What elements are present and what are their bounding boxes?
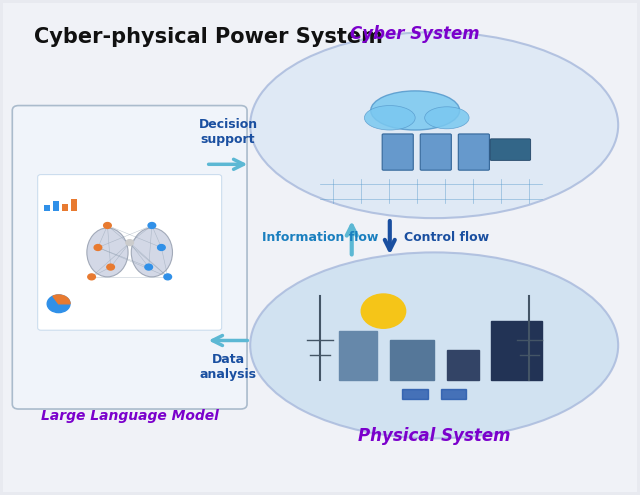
- Circle shape: [47, 295, 70, 313]
- Text: Control flow: Control flow: [404, 231, 490, 244]
- Text: Cyber-physical Power System: Cyber-physical Power System: [35, 27, 383, 47]
- Ellipse shape: [250, 252, 618, 439]
- Circle shape: [164, 274, 172, 280]
- FancyBboxPatch shape: [12, 105, 247, 409]
- Text: Information flow: Information flow: [262, 231, 378, 244]
- Ellipse shape: [87, 228, 128, 277]
- Text: Physical System: Physical System: [358, 427, 511, 445]
- Bar: [53, 201, 60, 211]
- Bar: [339, 331, 377, 380]
- Ellipse shape: [131, 228, 173, 277]
- Text: Data
analysis: Data analysis: [200, 353, 257, 382]
- Circle shape: [94, 245, 102, 250]
- Text: Cyber System: Cyber System: [350, 25, 480, 43]
- Bar: [440, 390, 466, 399]
- Bar: [44, 205, 51, 211]
- Bar: [447, 350, 479, 380]
- Circle shape: [361, 294, 406, 328]
- Bar: [70, 199, 77, 211]
- Circle shape: [157, 245, 165, 250]
- FancyBboxPatch shape: [490, 139, 531, 160]
- Bar: [390, 341, 434, 380]
- Bar: [62, 204, 68, 211]
- Ellipse shape: [250, 32, 618, 218]
- FancyBboxPatch shape: [420, 134, 451, 170]
- Ellipse shape: [364, 105, 415, 130]
- Bar: [492, 321, 542, 380]
- FancyBboxPatch shape: [382, 134, 413, 170]
- Bar: [403, 390, 428, 399]
- Circle shape: [148, 223, 156, 228]
- Ellipse shape: [371, 91, 460, 130]
- Circle shape: [88, 274, 95, 280]
- Circle shape: [104, 223, 111, 228]
- Text: Large Language Model: Large Language Model: [41, 409, 219, 423]
- FancyBboxPatch shape: [458, 134, 490, 170]
- Circle shape: [107, 264, 115, 270]
- FancyBboxPatch shape: [38, 175, 221, 330]
- Circle shape: [126, 240, 134, 246]
- Ellipse shape: [425, 107, 469, 129]
- Wedge shape: [53, 295, 70, 304]
- Text: Decision
support: Decision support: [198, 118, 257, 147]
- Circle shape: [145, 264, 152, 270]
